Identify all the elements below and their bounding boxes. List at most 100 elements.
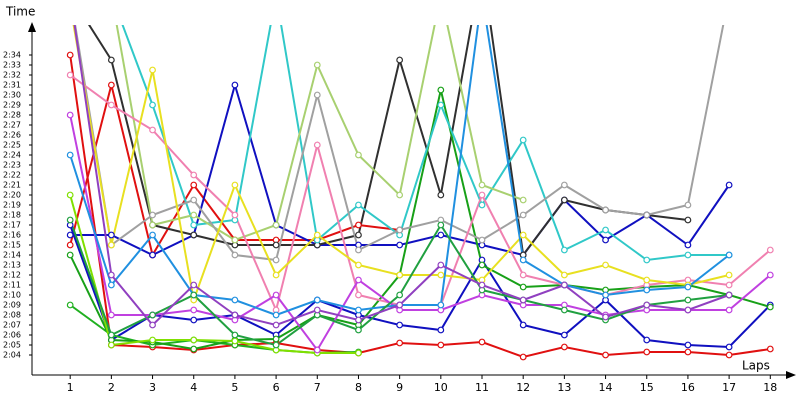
- data-point: [107, 311, 115, 319]
- data-point: [396, 56, 404, 64]
- data-point: [107, 81, 115, 89]
- data-point: [684, 283, 692, 291]
- data-point: [478, 191, 486, 199]
- data-point: [313, 306, 321, 314]
- y-tick-label: 2:32: [3, 71, 21, 80]
- data-point: [355, 349, 362, 357]
- data-point: [519, 211, 527, 219]
- data-point: [272, 335, 280, 343]
- data-point: [107, 281, 115, 289]
- y-tick-label: 2:14: [3, 251, 21, 260]
- y-tick-label: 2:12: [3, 271, 21, 280]
- data-point: [190, 281, 198, 289]
- data-point: [355, 276, 362, 284]
- data-point: [437, 86, 445, 94]
- y-tick-label: 2:10: [3, 291, 21, 300]
- data-point: [272, 221, 280, 229]
- x-tick-label: 12: [516, 381, 530, 394]
- data-point: [560, 271, 568, 279]
- data-point: [643, 286, 651, 294]
- data-point: [560, 281, 568, 289]
- data-point: [107, 341, 115, 349]
- data-point: [355, 326, 362, 334]
- data-point: [643, 336, 651, 344]
- data-point: [437, 271, 445, 279]
- data-point: [643, 256, 651, 264]
- data-point: [272, 311, 280, 319]
- data-point: [396, 241, 404, 249]
- data-point: [725, 281, 733, 289]
- data-point: [643, 276, 651, 284]
- data-point: [396, 339, 404, 347]
- y-tick-label: 2:26: [3, 131, 21, 140]
- data-point: [519, 271, 527, 279]
- data-point: [190, 231, 198, 239]
- data-point: [560, 246, 568, 254]
- data-point: [107, 271, 115, 279]
- x-tick-label: 15: [640, 381, 654, 394]
- data-point: [766, 271, 774, 279]
- data-point: [437, 101, 445, 109]
- data-point: [725, 181, 733, 189]
- data-point: [107, 331, 115, 339]
- x-tick-label: 17: [722, 381, 736, 394]
- data-point: [602, 351, 609, 359]
- data-point: [272, 271, 280, 279]
- data-point: [684, 341, 692, 349]
- data-point: [437, 261, 445, 269]
- data-point: [107, 101, 115, 109]
- data-point: [66, 191, 74, 199]
- data-point: [66, 241, 74, 249]
- data-point: [107, 56, 115, 64]
- y-tick-label: 2:08: [3, 311, 21, 320]
- data-point: [478, 281, 486, 289]
- data-point: [725, 291, 733, 299]
- data-point: [149, 66, 156, 74]
- data-point: [396, 321, 404, 329]
- data-point: [355, 221, 362, 229]
- data-point: [66, 51, 74, 59]
- data-point: [67, 2, 73, 8]
- data-point: [725, 351, 733, 359]
- x-tick-label: 14: [599, 381, 613, 394]
- data-point: [396, 191, 404, 199]
- data-point: [313, 61, 321, 69]
- y-tick-label: 2:17: [3, 221, 21, 230]
- data-point: [684, 296, 692, 304]
- x-tick-label: 1: [67, 381, 74, 394]
- y-tick-label: 2:07: [3, 321, 21, 330]
- data-point: [560, 306, 568, 314]
- series-line: [69, 194, 359, 354]
- data-point: [149, 126, 156, 134]
- x-tick-label: 9: [396, 381, 403, 394]
- data-point: [684, 348, 692, 356]
- y-tick-label: 2:34: [3, 51, 21, 60]
- data-point: [437, 341, 445, 349]
- data-point: [190, 345, 198, 353]
- y-axis-label: Time: [5, 5, 35, 19]
- data-point: [396, 226, 404, 234]
- data-point: [560, 181, 568, 189]
- data-point: [519, 296, 527, 304]
- y-tick-label: 2:09: [3, 301, 21, 310]
- data-point: [519, 353, 527, 361]
- series-line: [69, 54, 771, 359]
- y-tick-label: 2:33: [3, 61, 21, 70]
- y-tick-label: 2:13: [3, 261, 21, 270]
- y-tick-label: 2:24: [3, 151, 21, 160]
- data-point: [643, 211, 651, 219]
- data-point: [190, 196, 198, 204]
- x-tick-label: 8: [355, 381, 362, 394]
- data-point: [396, 301, 404, 309]
- x-tick-label: 13: [557, 381, 571, 394]
- data-point: [437, 221, 445, 229]
- data-point: [602, 236, 609, 244]
- data-point: [355, 261, 362, 269]
- data-point: [190, 221, 198, 229]
- data-point: [560, 196, 568, 204]
- data-point: [519, 136, 527, 144]
- data-point: [355, 291, 362, 299]
- data-point: [519, 283, 527, 291]
- y-tick-label: 2:21: [3, 181, 21, 190]
- x-tick-label: 16: [681, 381, 695, 394]
